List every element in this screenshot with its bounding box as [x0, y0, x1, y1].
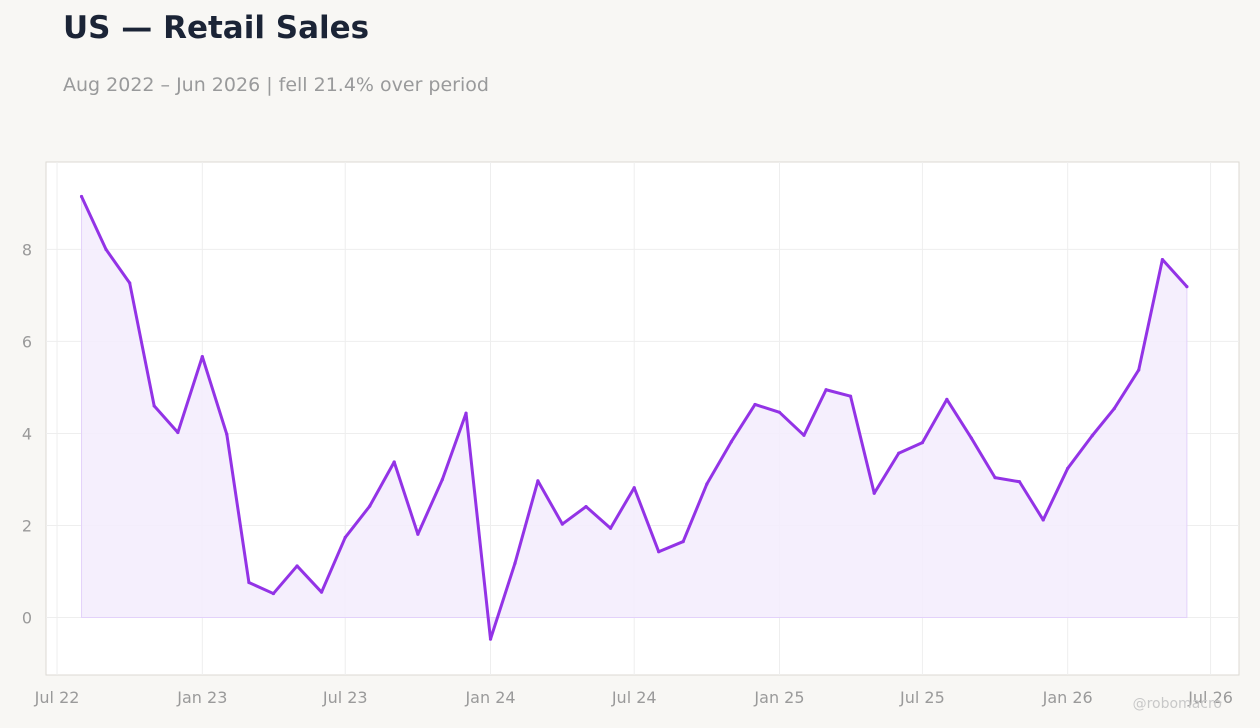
data-point: [848, 394, 853, 398]
y-tick-label: 8: [22, 240, 32, 259]
data-point: [271, 591, 275, 596]
x-tick-label: Jan 25: [753, 688, 804, 707]
chart-subtitle: Aug 2022 – Jun 2026 | fell 21.4% over pe…: [63, 74, 489, 96]
data-point: [392, 460, 396, 464]
x-tick-label: Jan 24: [464, 688, 515, 707]
data-point: [247, 580, 251, 585]
x-axis-ticks: Jul 22 Jan 23 Jul 23 Jan 24 Jul 24 Jan 25 Jul …: [34, 688, 1233, 707]
data-point: [488, 637, 493, 641]
data-point: [1185, 285, 1189, 289]
data-point: [200, 355, 204, 359]
data-point: [1066, 466, 1070, 471]
data-point: [729, 440, 733, 444]
data-point: [632, 486, 636, 490]
data-point: [608, 526, 613, 530]
data-point: [993, 476, 997, 480]
watermark: @robomacro: [1132, 696, 1222, 712]
x-tick-label: Jan 26: [1042, 688, 1093, 707]
x-tick-label: Jul 24: [611, 688, 657, 707]
data-point: [464, 411, 468, 415]
data-point: [225, 432, 229, 436]
data-points: [79, 194, 1189, 641]
data-point: [513, 561, 517, 565]
x-tick-label: Jul 22: [34, 688, 80, 707]
data-point: [1137, 368, 1141, 372]
data-point: [872, 491, 876, 495]
data-point: [440, 477, 444, 482]
x-tick-label: Jan 23: [176, 688, 227, 707]
y-axis-ticks: 0 2 4 6 8: [22, 240, 32, 627]
data-point: [681, 539, 685, 544]
data-point: [1017, 480, 1022, 484]
y-tick-label: 2: [22, 516, 32, 535]
data-point: [176, 430, 180, 435]
data-point: [79, 194, 84, 199]
y-tick-label: 4: [22, 424, 32, 443]
data-point: [319, 590, 324, 594]
data-point: [777, 410, 782, 414]
data-point: [705, 482, 709, 486]
data-point: [1160, 257, 1165, 262]
data-point: [1112, 407, 1116, 411]
chart-title: US — Retail Sales: [63, 10, 370, 46]
data-point: [1041, 518, 1045, 522]
data-point: [945, 397, 949, 402]
data-point: [584, 505, 588, 509]
data-point: [416, 532, 420, 536]
data-point: [802, 433, 806, 437]
data-point: [295, 564, 299, 568]
data-point: [753, 402, 757, 407]
x-tick-label: Jul 23: [322, 688, 368, 707]
data-point: [897, 451, 901, 455]
data-point: [560, 522, 564, 526]
data-point: [969, 436, 973, 440]
data-point: [920, 441, 924, 445]
data-point: [152, 404, 156, 408]
y-tick-label: 6: [22, 332, 32, 351]
data-point: [824, 388, 828, 392]
data-point: [104, 247, 108, 252]
data-point: [536, 479, 540, 483]
data-point: [128, 281, 132, 285]
data-point: [657, 550, 661, 554]
data-point: [368, 504, 372, 508]
x-tick-label: Jul 26: [1187, 688, 1233, 707]
x-tick-label: Jul 25: [899, 688, 945, 707]
data-point: [343, 535, 347, 540]
data-point: [1090, 434, 1094, 438]
y-tick-label: 0: [22, 608, 32, 627]
